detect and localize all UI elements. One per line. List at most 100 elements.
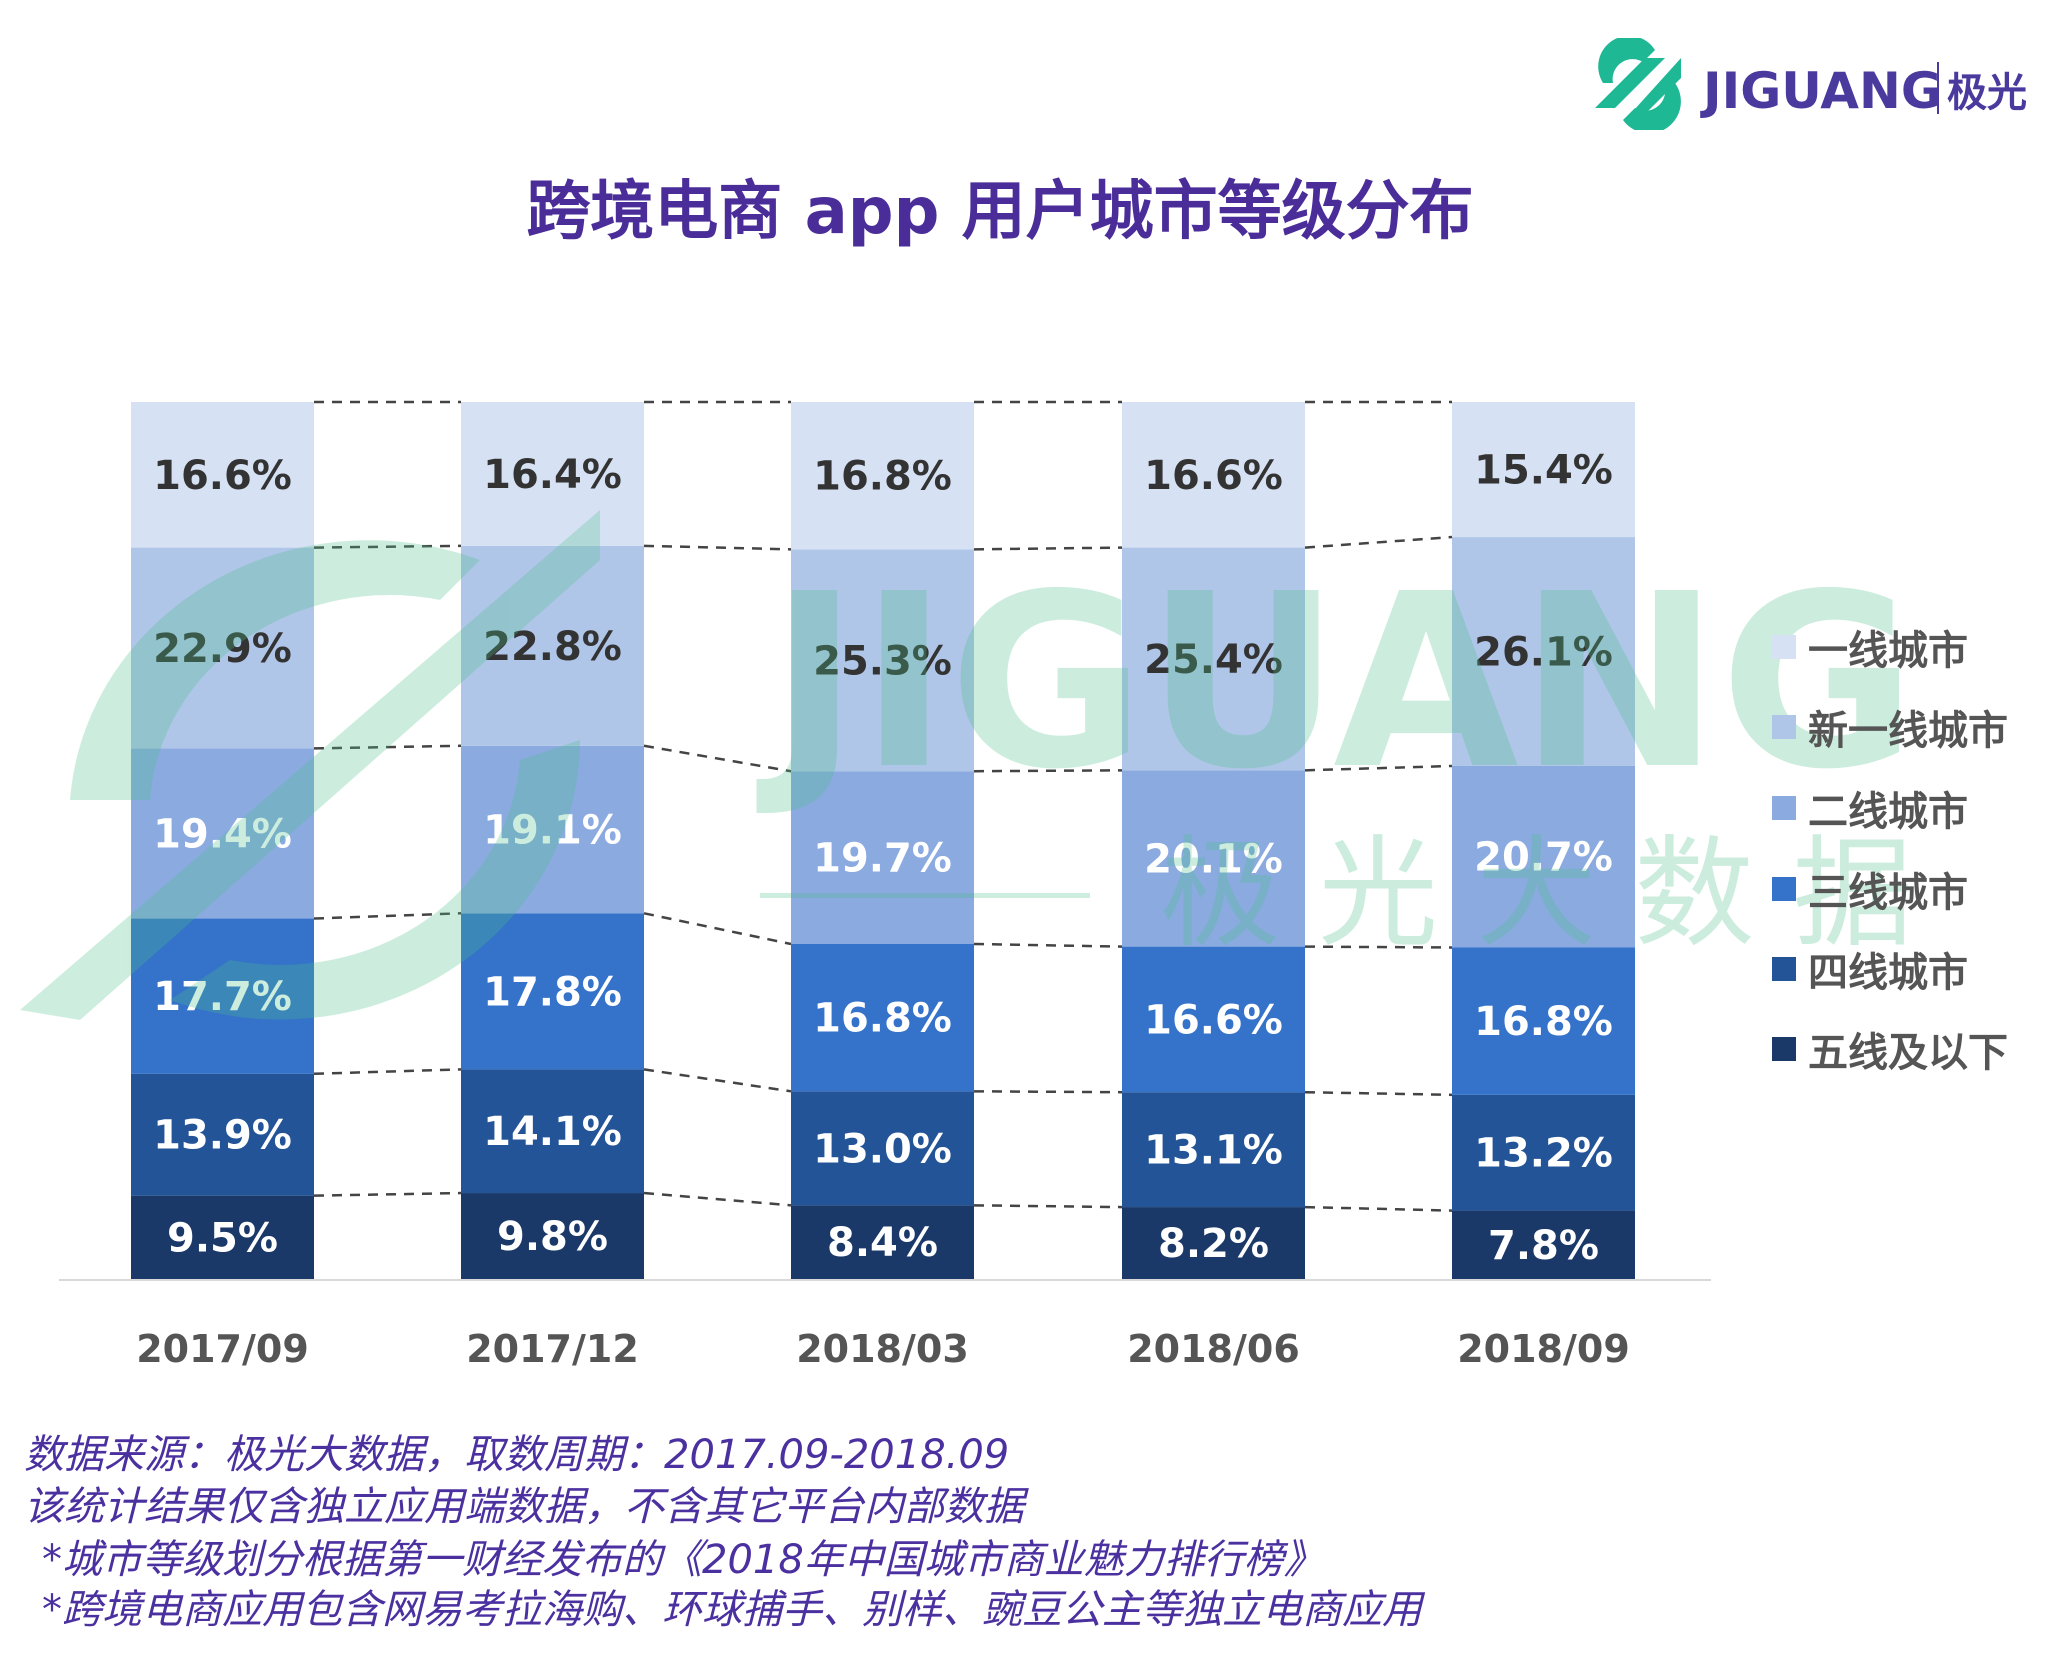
data-label: 13.0% <box>813 1126 952 1172</box>
legend-swatch <box>1772 796 1796 820</box>
legend-item-tier3: 三线城市 <box>1772 860 1968 918</box>
connector-line <box>643 912 792 946</box>
bar-segment <box>1452 537 1635 766</box>
connector-line <box>1304 1090 1453 1097</box>
bar-segment <box>1122 770 1305 947</box>
x-tick-label: 2017/09 <box>136 1327 309 1371</box>
data-label: 22.8% <box>483 624 622 670</box>
jiguang-logo: JIGUANG 极光 <box>1585 35 2035 134</box>
connector-line <box>973 1090 1123 1094</box>
connector-line <box>313 544 462 549</box>
data-label: 7.8% <box>1488 1223 1599 1269</box>
footer-source: 数据来源：极光大数据，取数周期：2017.09-2018.09 <box>24 1432 1010 1478</box>
bar-segment <box>791 771 974 944</box>
legend-swatch <box>1772 957 1796 981</box>
data-label: 19.1% <box>483 808 622 854</box>
bar-segment <box>1122 1092 1305 1208</box>
data-label: 16.8% <box>813 996 952 1042</box>
data-label: 8.4% <box>827 1220 938 1266</box>
legend-swatch <box>1772 1037 1796 1061</box>
data-label: 16.6% <box>153 453 292 499</box>
bar-segment <box>791 1205 974 1279</box>
connector-line <box>973 769 1123 773</box>
bar-segment <box>1452 402 1635 538</box>
bar-segment <box>461 745 644 914</box>
bar-segment <box>461 913 644 1070</box>
connector-line <box>1304 945 1453 949</box>
connector-line <box>313 1191 462 1197</box>
connector-line <box>643 1068 792 1093</box>
bar-segment <box>131 547 314 749</box>
bar-segment <box>1452 1210 1635 1279</box>
legend-swatch <box>1772 877 1796 901</box>
connector-line <box>973 942 1123 948</box>
bar-segment <box>791 549 974 772</box>
connector-line <box>1304 535 1453 549</box>
legend-item-tier2: 二线城市 <box>1772 779 1968 837</box>
x-tick-label: 2018/06 <box>1127 1327 1300 1371</box>
data-label: 25.4% <box>1144 637 1283 683</box>
bar-segment <box>1122 547 1305 771</box>
bar-segment <box>131 918 314 1074</box>
bar-segment <box>461 1069 644 1194</box>
bar-segment <box>131 1195 314 1279</box>
data-label: 16.4% <box>483 452 622 498</box>
bar-segment <box>1452 765 1635 948</box>
bar-segment <box>1122 946 1305 1093</box>
logo-text: JIGUANG <box>1700 62 1942 120</box>
bar-segment <box>791 402 974 550</box>
bar-segment <box>1452 1094 1635 1211</box>
connector-line <box>973 1204 1123 1209</box>
legend-label: 新一线城市 <box>1808 708 2008 754</box>
legend-item-tier4: 四线城市 <box>1772 940 1968 998</box>
legend-item-tier1: 一线城市 <box>1772 618 1968 676</box>
data-label: 9.5% <box>167 1215 278 1261</box>
data-label: 22.9% <box>153 626 292 672</box>
data-label: 16.8% <box>1474 999 1613 1045</box>
data-label: 15.4% <box>1474 448 1613 494</box>
bar-segment <box>1122 1207 1305 1279</box>
legend-label: 五线及以下 <box>1808 1030 2008 1076</box>
connector-line <box>973 546 1123 551</box>
connector-line <box>313 1068 462 1076</box>
data-label: 8.2% <box>1158 1221 1269 1267</box>
x-tick-label: 2018/03 <box>796 1327 969 1371</box>
footer-note: 该统计结果仅含独立应用端数据，不含其它平台内部数据 <box>24 1484 1024 1530</box>
connector-line <box>1304 764 1453 772</box>
data-label: 16.6% <box>1144 997 1283 1043</box>
legend-item-tier5-below: 五线及以下 <box>1772 1020 2008 1078</box>
legend-label: 二线城市 <box>1808 789 1968 835</box>
x-tick-label: 2018/09 <box>1457 1327 1630 1371</box>
data-label: 13.2% <box>1474 1131 1613 1177</box>
bar-segment <box>461 545 644 746</box>
legend-label: 三线城市 <box>1808 870 1968 916</box>
data-label: 20.7% <box>1474 835 1613 881</box>
connector-line <box>643 744 792 773</box>
bar-segment <box>1122 402 1305 548</box>
bar-segment <box>791 943 974 1092</box>
data-label: 19.4% <box>153 811 292 857</box>
bar-segment <box>131 748 314 919</box>
data-label: 17.8% <box>483 969 622 1015</box>
legend-swatch <box>1772 635 1796 659</box>
connector-line <box>313 912 462 920</box>
bar-segment <box>791 1091 974 1206</box>
connector-line <box>643 1191 792 1207</box>
logo-cn-text: 极光 <box>1947 70 2027 116</box>
bar-segment <box>131 1073 314 1196</box>
legend-label: 四线城市 <box>1808 950 1968 996</box>
bar-segment <box>1452 947 1635 1095</box>
chart-title: 跨境电商 app 用户城市等级分布 <box>526 175 1474 249</box>
footer-apps-note: *跨境电商应用包含网易考拉海购、环球捕手、别样、豌豆公主等独立电商应用 <box>42 1587 1422 1633</box>
logo-icon: JIGUANG 极光 <box>1595 35 2027 134</box>
x-tick-label: 2017/12 <box>466 1327 639 1371</box>
legend-label: 一线城市 <box>1808 628 1968 674</box>
data-label: 25.3% <box>813 638 952 684</box>
connector-line <box>643 544 792 551</box>
bar-segment <box>461 1193 644 1279</box>
connector-line <box>313 744 462 750</box>
legend-swatch <box>1772 715 1796 739</box>
bar-segment <box>131 402 314 548</box>
connector-line <box>1304 1205 1453 1212</box>
